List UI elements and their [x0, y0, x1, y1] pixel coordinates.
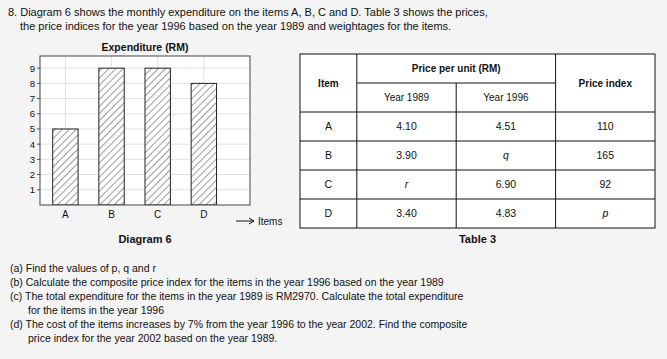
x-tick-label: C	[154, 209, 161, 220]
table-cell: 92	[599, 178, 611, 190]
table-header: Item	[318, 78, 339, 89]
x-tick-label: B	[108, 209, 115, 220]
grid	[40, 56, 250, 205]
table-rule	[456, 83, 457, 228]
table-cell: p	[601, 207, 608, 219]
table-cell: C	[325, 178, 333, 190]
table-cell: 3.90	[396, 149, 417, 161]
table-cell: r	[405, 178, 409, 190]
table-cell: 4.51	[496, 120, 517, 132]
table-rule	[300, 170, 655, 171]
x-tick-label: D	[200, 209, 207, 220]
y-tick-label: 5	[30, 123, 35, 134]
table-rule	[300, 112, 655, 113]
table-cell: D	[325, 207, 333, 219]
y-tick-label: 9	[30, 63, 35, 74]
table-rule	[356, 54, 357, 228]
y-tick-label: 7	[30, 93, 35, 104]
question: (a) Find the values of p, q and r	[10, 262, 156, 274]
table-subheader: Year 1989	[384, 92, 430, 103]
table-subheader: Year 1996	[483, 92, 529, 103]
table-cell: 4.10	[396, 120, 417, 132]
axis-arrow	[236, 221, 254, 222]
bar	[145, 68, 170, 205]
question: price index for the year 2002 based on t…	[28, 332, 277, 344]
bar	[53, 129, 78, 205]
table-caption: Table 3	[459, 233, 496, 245]
y-tick-label: 3	[30, 154, 35, 165]
y-tick-label: 6	[30, 108, 35, 119]
plot-frame	[40, 56, 250, 205]
table-cell: B	[325, 149, 332, 161]
question: for the items in the year 1996	[28, 304, 164, 316]
x-tick-label: A	[62, 209, 69, 220]
bar	[191, 83, 216, 205]
table-header: Price index	[579, 78, 633, 89]
bar	[99, 68, 124, 205]
table-cell: 165	[597, 149, 615, 161]
intro-text: the price indices for the year 1996 base…	[20, 20, 451, 32]
table-cell: 4.83	[496, 207, 517, 219]
question: (d) The cost of the items increases by 7…	[10, 318, 468, 330]
intro-text: 8. Diagram 6 shows the monthly expenditu…	[8, 6, 488, 18]
y-tick-label: 4	[30, 139, 35, 150]
y-tick-label: 2	[30, 169, 35, 180]
table-cell: 110	[597, 120, 614, 132]
table: Item Price per unit (RM) Price index Year 1…	[300, 54, 655, 228]
axis-arrow-head	[249, 218, 254, 224]
plot-area	[40, 56, 250, 205]
bars	[53, 68, 217, 205]
table-rule	[300, 199, 655, 200]
table-header: Price per unit (RM)	[412, 63, 501, 74]
chart-caption: Diagram 6	[118, 233, 171, 245]
table-rule	[300, 141, 655, 142]
page: 8. Diagram 6 shows the monthly expenditu…	[0, 0, 667, 359]
table-cell: 6.90	[496, 178, 517, 190]
table-cell: 3.40	[396, 207, 417, 219]
y-tick-label: 8	[30, 78, 35, 89]
table-cell: A	[325, 120, 332, 132]
question: (c) The total expenditure for the items …	[10, 290, 463, 302]
y-tick-label: 1	[30, 184, 35, 195]
question: (b) Calculate the composite price index …	[10, 276, 444, 288]
chart-title: Expenditure (RM)	[102, 41, 189, 53]
table-frame	[300, 54, 655, 228]
table-rule	[555, 54, 556, 228]
table-cell: q	[503, 149, 509, 161]
x-axis-label: Items	[258, 216, 282, 227]
